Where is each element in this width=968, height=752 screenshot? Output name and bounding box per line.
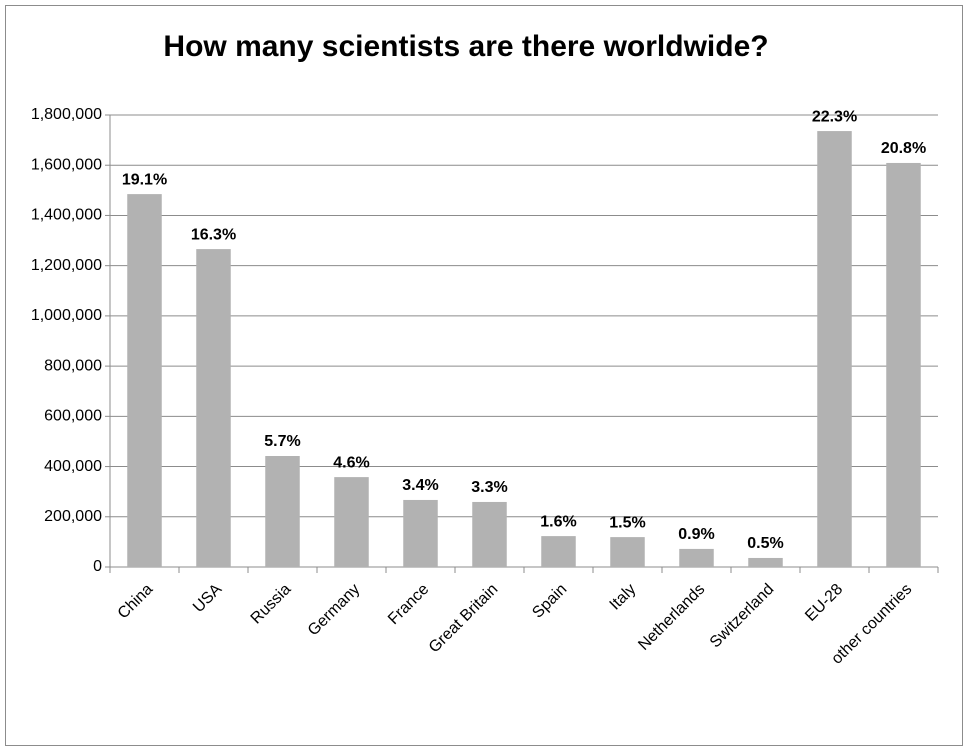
bar <box>817 131 852 567</box>
data-label: 3.3% <box>471 479 507 496</box>
data-label: 3.4% <box>402 477 438 494</box>
data-label: 16.3% <box>191 226 236 243</box>
data-label: 20.8% <box>881 140 926 157</box>
bar <box>127 194 162 567</box>
bar <box>748 557 783 567</box>
y-tick-label: 800,000 <box>44 357 102 374</box>
data-label: 22.3% <box>812 108 857 125</box>
data-label: 5.7% <box>264 433 300 450</box>
chart-border <box>5 5 963 746</box>
bar <box>610 537 645 567</box>
y-tick-label: 400,000 <box>44 458 102 475</box>
bar <box>196 249 231 568</box>
bar <box>334 477 369 567</box>
y-tick-label: 200,000 <box>44 508 102 525</box>
bar <box>472 501 507 567</box>
bar <box>679 548 714 567</box>
y-tick-label: 1,400,000 <box>31 207 102 224</box>
y-tick-label: 1,800,000 <box>31 106 102 123</box>
bar <box>403 499 438 567</box>
chart-title: How many scientists are there worldwide? <box>163 30 768 63</box>
data-label: 0.5% <box>747 535 783 552</box>
data-label: 1.5% <box>609 514 645 531</box>
y-tick-label: 1,000,000 <box>31 307 102 324</box>
data-label: 0.9% <box>678 526 714 543</box>
bar <box>541 536 576 567</box>
y-tick-label: 1,600,000 <box>31 156 102 173</box>
data-label: 19.1% <box>122 171 167 188</box>
y-tick-label: 600,000 <box>44 408 102 425</box>
data-label: 4.6% <box>333 454 369 471</box>
y-tick-label: 0 <box>93 558 102 575</box>
bar <box>265 456 300 567</box>
y-tick-label: 1,200,000 <box>31 257 102 274</box>
data-label: 1.6% <box>540 513 576 530</box>
bar <box>886 162 921 567</box>
